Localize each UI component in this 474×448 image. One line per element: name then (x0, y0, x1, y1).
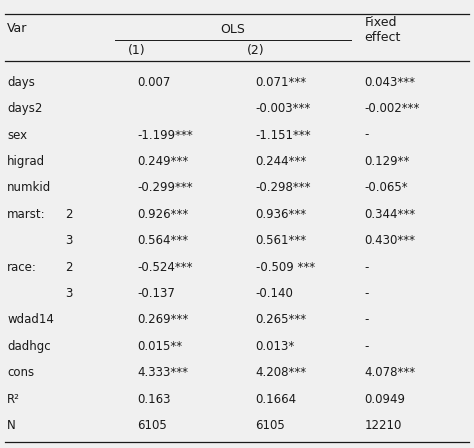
Text: -0.298***: -0.298*** (255, 181, 311, 194)
Text: 0.043***: 0.043*** (365, 76, 416, 89)
Text: days: days (7, 76, 35, 89)
Text: -: - (365, 340, 369, 353)
Text: 0.265***: 0.265*** (255, 313, 307, 326)
Text: -1.151***: -1.151*** (255, 129, 311, 142)
Text: 0.430***: 0.430*** (365, 234, 416, 247)
Text: -: - (365, 287, 369, 300)
Text: 6105: 6105 (137, 419, 167, 432)
Text: -0.002***: -0.002*** (365, 102, 420, 115)
Text: 0.013*: 0.013* (255, 340, 295, 353)
Text: (1): (1) (128, 44, 146, 57)
Text: numkid: numkid (7, 181, 51, 194)
Text: 3: 3 (65, 287, 73, 300)
Text: 0.926***: 0.926*** (137, 208, 188, 221)
Text: -: - (365, 313, 369, 326)
Text: marst:: marst: (7, 208, 46, 221)
Text: wdad14: wdad14 (7, 313, 54, 326)
Text: 0.344***: 0.344*** (365, 208, 416, 221)
Text: 0.936***: 0.936*** (255, 208, 307, 221)
Text: 0.269***: 0.269*** (137, 313, 188, 326)
Text: 6105: 6105 (255, 419, 285, 432)
Text: -1.199***: -1.199*** (137, 129, 193, 142)
Text: -0.140: -0.140 (255, 287, 293, 300)
Text: -0.524***: -0.524*** (137, 261, 192, 274)
Text: 0.564***: 0.564*** (137, 234, 188, 247)
Text: Var: Var (7, 22, 27, 35)
Text: 0.561***: 0.561*** (255, 234, 307, 247)
Text: R²: R² (7, 392, 20, 405)
Text: dadhgc: dadhgc (7, 340, 51, 353)
Text: 0.244***: 0.244*** (255, 155, 307, 168)
Text: 0.015**: 0.015** (137, 340, 182, 353)
Text: days2: days2 (7, 102, 43, 115)
Text: -0.137: -0.137 (137, 287, 175, 300)
Text: -0.065*: -0.065* (365, 181, 409, 194)
Text: sex: sex (7, 129, 27, 142)
Text: 0.249***: 0.249*** (137, 155, 188, 168)
Text: -0.509 ***: -0.509 *** (255, 261, 315, 274)
Text: -0.299***: -0.299*** (137, 181, 193, 194)
Text: -: - (365, 261, 369, 274)
Text: 0.129**: 0.129** (365, 155, 410, 168)
Text: N: N (7, 419, 16, 432)
Text: 0.007: 0.007 (137, 76, 171, 89)
Text: 0.071***: 0.071*** (255, 76, 307, 89)
Text: cons: cons (7, 366, 34, 379)
Text: 2: 2 (65, 261, 73, 274)
Text: (2): (2) (247, 44, 264, 57)
Text: 4.208***: 4.208*** (255, 366, 307, 379)
Text: 2: 2 (65, 208, 73, 221)
Text: 3: 3 (65, 234, 73, 247)
Text: 0.0949: 0.0949 (365, 392, 406, 405)
Text: 4.333***: 4.333*** (137, 366, 188, 379)
Text: Fixed
effect: Fixed effect (365, 16, 401, 44)
Text: higrad: higrad (7, 155, 45, 168)
Text: -0.003***: -0.003*** (255, 102, 311, 115)
Text: 0.163: 0.163 (137, 392, 171, 405)
Text: race:: race: (7, 261, 37, 274)
Text: OLS: OLS (220, 23, 246, 36)
Text: 12210: 12210 (365, 419, 402, 432)
Text: 4.078***: 4.078*** (365, 366, 416, 379)
Text: -: - (365, 129, 369, 142)
Text: 0.1664: 0.1664 (255, 392, 297, 405)
